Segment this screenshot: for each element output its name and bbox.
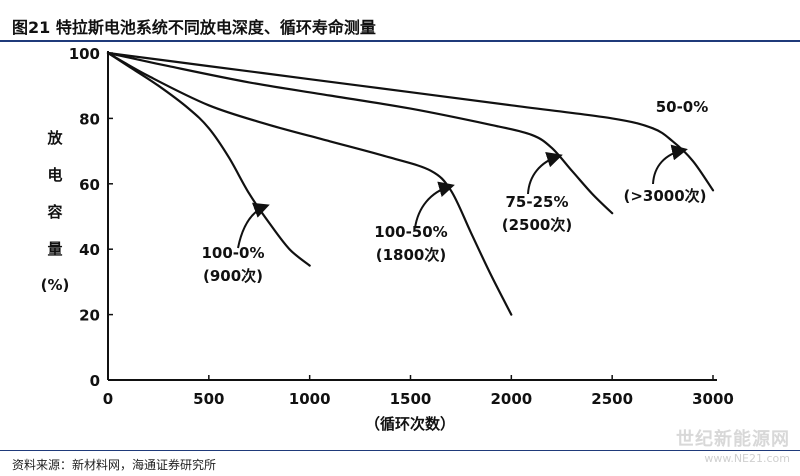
- annotation-arrow: [652, 144, 688, 185]
- series-annotation: 100-0%: [201, 244, 264, 262]
- watermark-url: www.NE21.com: [704, 452, 790, 465]
- annotation-arrow: [237, 202, 270, 249]
- series-annotation: 100-50%: [374, 223, 447, 241]
- title-divider: [0, 40, 800, 42]
- x-axis-label: （循环次数）: [365, 415, 455, 433]
- y-tick-label: 20: [79, 307, 100, 325]
- x-tick-label: 500: [193, 390, 224, 408]
- x-tick-label: 0: [103, 390, 113, 408]
- y-tick-label: 60: [79, 176, 100, 194]
- series-line: [106, 51, 715, 192]
- y-axis-label-char: (%): [41, 276, 70, 294]
- y-tick-label: 80: [79, 110, 100, 128]
- x-tick-label: 2000: [490, 390, 532, 408]
- series-annotation: (2500次): [502, 216, 572, 234]
- x-tick-label: 1000: [289, 390, 331, 408]
- series-annotation: (>3000次): [623, 187, 706, 205]
- y-axis-label-char: 电: [47, 166, 62, 184]
- annotations: 100-0% (900次) 100-50% (1800次) 75-25% (2500次) 5…: [201, 98, 708, 285]
- axes: 0 500 1000 1500 2000 2500 3000 0 20 40 60 80 100 放电容量…: [41, 45, 734, 433]
- annotation-arrow: [414, 181, 455, 229]
- watermark-text: 世纪新能源网: [676, 429, 790, 450]
- series-annotation: (1800次): [376, 246, 446, 264]
- series-group: [106, 51, 715, 316]
- y-tick-label: 0: [90, 372, 100, 390]
- annotation-arrow: [527, 151, 563, 195]
- series-annotation: 50-0%: [656, 98, 709, 116]
- x-tick-label: 2500: [591, 390, 633, 408]
- y-axis-label-char: 容: [46, 203, 62, 221]
- y-tick-label: 40: [79, 241, 100, 259]
- series-line: [106, 51, 614, 215]
- series-line: [106, 51, 311, 267]
- series-annotation: 75-25%: [505, 193, 568, 211]
- figure-title: 图21 特拉斯电池系统不同放电深度、循环寿命测量: [12, 18, 376, 37]
- series-annotation: (900次): [203, 267, 263, 285]
- y-axis-label-char: 放: [46, 129, 63, 147]
- y-tick-label: 100: [69, 45, 100, 63]
- x-tick-label: 3000: [692, 390, 734, 408]
- x-tick-label: 1500: [390, 390, 432, 408]
- series-line: [106, 51, 513, 316]
- source-note: 资料来源：新材料网，海通证券研究所: [12, 458, 217, 472]
- y-axis-label-char: 量: [47, 240, 62, 258]
- footer-divider: [0, 450, 800, 451]
